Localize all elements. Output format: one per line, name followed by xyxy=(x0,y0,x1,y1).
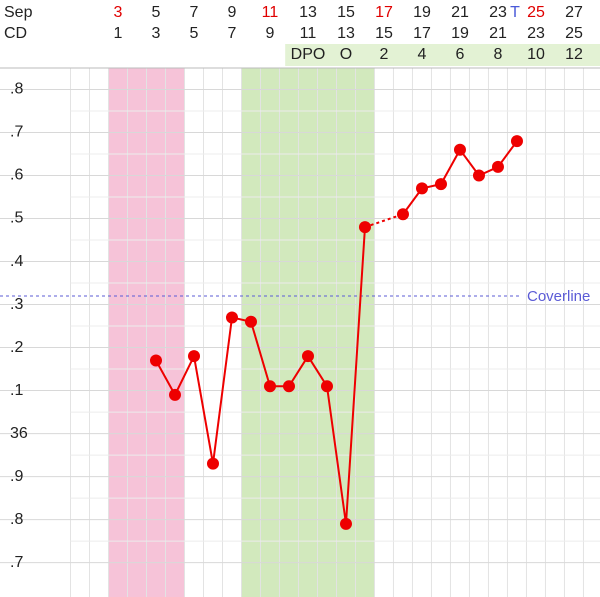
temperature-point xyxy=(415,182,428,195)
temperature-point xyxy=(301,350,314,363)
x-tick-label: 5 xyxy=(152,4,161,21)
temperature-point xyxy=(491,160,504,173)
temperature-point xyxy=(263,380,276,393)
temperature-line xyxy=(155,227,366,525)
coverline-label: Coverline xyxy=(527,288,590,305)
cd-label: 9 xyxy=(266,25,275,42)
y-tick-label: .3 xyxy=(10,296,23,313)
cd-label: 1 xyxy=(114,25,123,42)
cd-label: 23 xyxy=(527,25,545,42)
dpo-label: 10 xyxy=(527,46,545,63)
cd-label: 19 xyxy=(451,25,469,42)
temperature-point xyxy=(168,388,181,401)
cd-label: 15 xyxy=(375,25,393,42)
dpo-label: 6 xyxy=(456,46,465,63)
y-tick-label: 36 xyxy=(10,425,28,442)
x-tick-label: 15 xyxy=(337,4,355,21)
marks xyxy=(0,135,523,530)
gap-connector xyxy=(364,213,404,229)
temperature-point xyxy=(339,517,352,530)
cd-label: 21 xyxy=(489,25,507,42)
temperature-point xyxy=(396,208,409,221)
temperature-point xyxy=(225,311,238,324)
dpo-label: 12 xyxy=(565,46,583,63)
temperature-point xyxy=(510,135,523,148)
phase-band xyxy=(241,68,375,597)
cd-label: 5 xyxy=(190,25,199,42)
y-tick-label: .2 xyxy=(10,339,23,356)
x-tick-label: 3 xyxy=(114,4,123,21)
dpo-label: 4 xyxy=(418,46,427,63)
y-tick-label: .5 xyxy=(10,210,23,227)
grid xyxy=(0,67,600,597)
x-tick-label: 7 xyxy=(190,4,199,21)
y-tick-label: .8 xyxy=(10,511,23,528)
temperature-point xyxy=(320,380,333,393)
temperature-point xyxy=(206,457,219,470)
y-tick-label: .8 xyxy=(10,81,23,98)
x-tick-label: 27 xyxy=(565,4,583,21)
cd-label: 17 xyxy=(413,25,431,42)
x-tick-label: 13 xyxy=(299,4,317,21)
temperature-point xyxy=(453,143,466,156)
x-tick-label: 23 xyxy=(489,4,507,21)
x-tick-label: 19 xyxy=(413,4,431,21)
y-tick-label: .7 xyxy=(10,554,23,571)
y-tick-label: .6 xyxy=(10,167,23,184)
x-tick-label: 17 xyxy=(375,4,393,21)
dpo-label: 8 xyxy=(494,46,503,63)
temperature-point xyxy=(187,350,200,363)
dpo-label: DPO xyxy=(291,46,326,63)
y-tick-label: .1 xyxy=(10,382,23,399)
temperature-point xyxy=(358,221,371,234)
cd-label: 13 xyxy=(337,25,355,42)
temperature-point xyxy=(282,380,295,393)
x-tick-label: 9 xyxy=(228,4,237,21)
dpo-label: O xyxy=(340,46,352,63)
cd-title: CD xyxy=(4,25,27,42)
cd-label: 3 xyxy=(152,25,161,42)
y-tick-label: .4 xyxy=(10,253,23,270)
dpo-row-background xyxy=(285,44,600,66)
x-tick-label: 21 xyxy=(451,4,469,21)
cd-label: 7 xyxy=(228,25,237,42)
dpo-label: 2 xyxy=(380,46,389,63)
x-tick-label: 25 xyxy=(527,4,545,21)
month-label: Sep xyxy=(4,4,33,21)
y-tick-label: .9 xyxy=(10,468,23,485)
temperature-point xyxy=(434,178,447,191)
x-tick-label: 11 xyxy=(262,4,279,21)
temp-marker: T xyxy=(510,4,520,21)
temperature-point xyxy=(244,315,257,328)
y-tick-label: .7 xyxy=(10,124,23,141)
cd-label: 25 xyxy=(565,25,583,42)
temperature-point xyxy=(149,354,162,367)
temperature-point xyxy=(472,169,485,182)
cd-label: 11 xyxy=(300,25,317,42)
